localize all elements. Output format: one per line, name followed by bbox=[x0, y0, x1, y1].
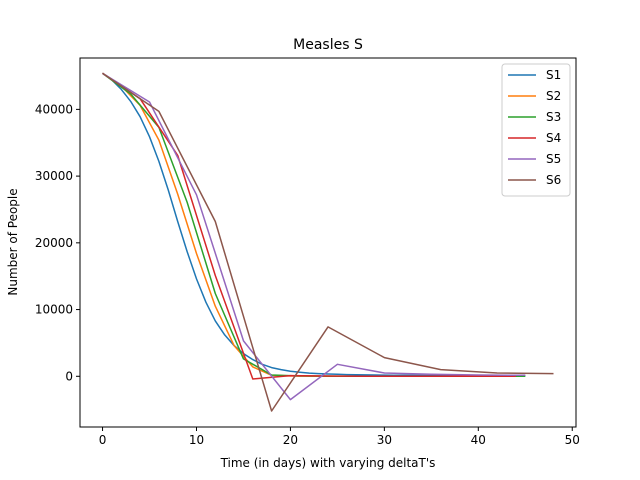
y-axis: 0 10000 20000 30000 40000 bbox=[35, 102, 80, 383]
legend-label-s4: S4 bbox=[546, 131, 561, 145]
y-tick-label: 20000 bbox=[35, 236, 73, 250]
legend: S1 S2 S3 S4 S5 S6 bbox=[501, 63, 571, 197]
y-axis-label: Number of People bbox=[6, 188, 20, 295]
x-tick-label: 0 bbox=[99, 433, 107, 447]
y-tick-label: 0 bbox=[65, 369, 73, 383]
x-tick-label: 30 bbox=[377, 433, 392, 447]
series-line-s6 bbox=[102, 72, 554, 412]
x-axis-label: Time (in days) with varying deltaT's bbox=[220, 456, 436, 470]
y-tick-label: 10000 bbox=[35, 303, 73, 317]
series-line-s5 bbox=[102, 72, 526, 401]
x-tick-label: 50 bbox=[565, 433, 580, 447]
legend-label-s1: S1 bbox=[546, 68, 561, 82]
legend-label-s2: S2 bbox=[546, 89, 561, 103]
x-tick-label: 10 bbox=[189, 433, 204, 447]
legend-label-s6: S6 bbox=[546, 173, 561, 187]
y-tick-label: 30000 bbox=[35, 169, 73, 183]
x-axis: 0 10 20 30 40 50 bbox=[99, 427, 580, 447]
legend-label-s3: S3 bbox=[546, 110, 561, 124]
x-tick-label: 20 bbox=[283, 433, 298, 447]
y-tick-label: 40000 bbox=[35, 102, 73, 116]
chart-title: Measles S bbox=[293, 37, 363, 53]
legend-box bbox=[501, 63, 571, 197]
legend-label-s5: S5 bbox=[546, 152, 561, 166]
plot-lines bbox=[102, 72, 554, 412]
x-tick-label: 40 bbox=[471, 433, 486, 447]
